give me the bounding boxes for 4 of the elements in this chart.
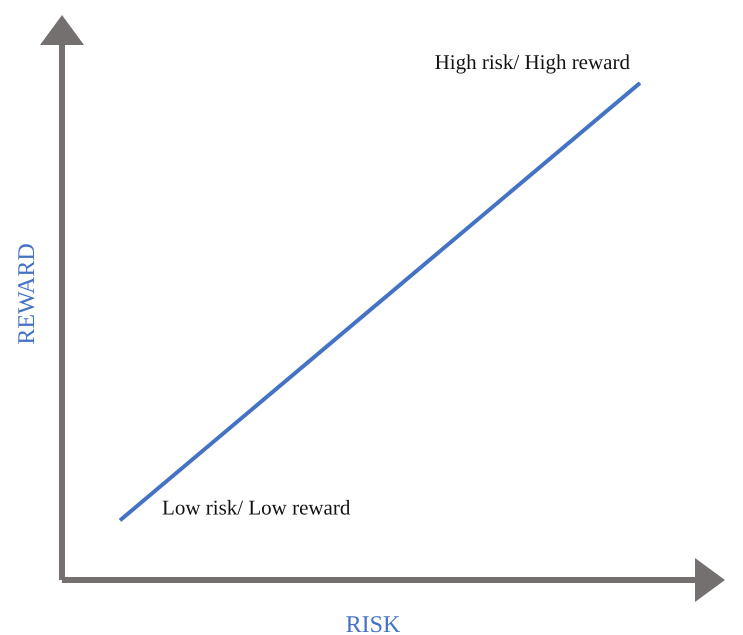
y-axis-title: REWARD	[14, 243, 40, 345]
text: High risk/ High reward	[434, 50, 630, 74]
x-axis-title: RISK	[346, 612, 402, 635]
annotation: Low risk/ Low reward	[162, 495, 351, 520]
